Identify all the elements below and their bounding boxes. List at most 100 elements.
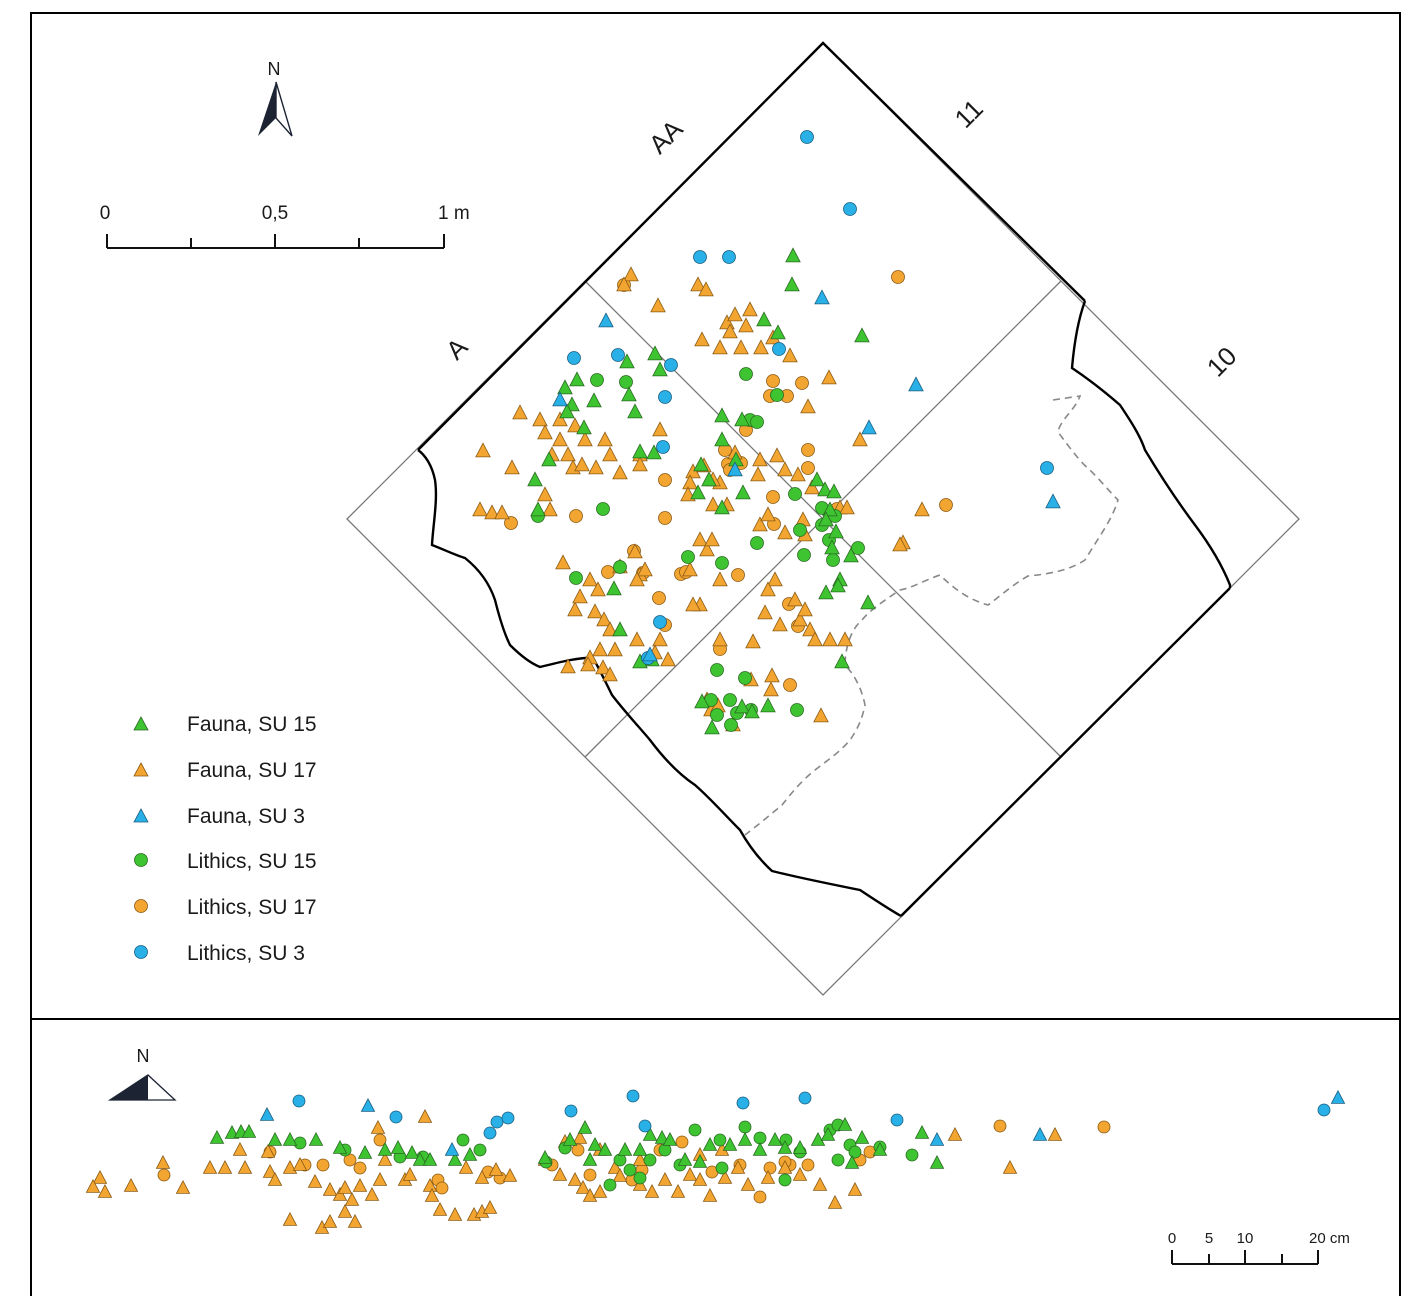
find-point-lithics-su-17: [753, 1190, 767, 1204]
find-point-fauna-su-17: [790, 466, 806, 482]
find-point-lithics-su-15: [723, 693, 737, 707]
find-point-lithics-su-3: [1317, 1103, 1331, 1117]
find-point-fauna-su-15: [809, 471, 825, 487]
find-point-fauna-su-17: [704, 531, 720, 547]
plan-find-points: [472, 130, 1061, 735]
legend-item: Lithics, SU 3: [134, 942, 305, 965]
find-point-lithics-su-3: [1040, 461, 1054, 475]
find-point-fauna-su-15: [390, 1139, 406, 1154]
find-point-lithics-su-15: [715, 556, 729, 570]
find-point-fauna-su-15: [824, 539, 840, 555]
find-point-fauna-su-15: [854, 327, 870, 343]
find-point-fauna-su-17: [332, 1186, 348, 1201]
find-point-fauna-su-17: [812, 1176, 828, 1191]
find-point-fauna-su-17: [552, 1166, 568, 1181]
find-point-fauna-su-17: [607, 1159, 623, 1174]
legend-item: Fauna, SU 15: [133, 713, 317, 736]
find-point-fauna-su-3: [908, 376, 924, 392]
find-point-lithics-su-15: [590, 373, 604, 387]
find-point-fauna-su-17: [588, 459, 604, 475]
find-point-fauna-su-17: [602, 446, 618, 462]
find-point-fauna-su-15: [582, 1151, 598, 1166]
find-point-fauna-su-17: [575, 1179, 591, 1194]
find-point-fauna-su-15: [830, 577, 846, 593]
find-point-fauna-su-17: [760, 581, 776, 597]
find-point-fauna-su-17: [555, 554, 571, 570]
find-point-fauna-su-17: [827, 1194, 843, 1209]
find-point-lithics-su-15: [750, 536, 764, 550]
find-point-fauna-su-17: [587, 603, 603, 619]
find-point-fauna-su-17: [402, 1166, 418, 1181]
find-point-fauna-su-17: [637, 561, 653, 577]
plan-scale-bar: 0 0,5 1 m: [100, 203, 470, 249]
find-point-fauna-su-3: [1045, 493, 1061, 509]
find-point-fauna-su-17: [292, 1156, 308, 1171]
find-point-fauna-su-17: [552, 431, 568, 447]
find-point-fauna-su-15: [530, 501, 546, 517]
find-point-lithics-su-15: [623, 1163, 637, 1177]
find-point-fauna-su-17: [424, 1187, 440, 1202]
find-point-lithics-su-3: [722, 250, 736, 264]
find-point-lithics-su-15: [739, 367, 753, 381]
find-point-lithics-su-15: [738, 671, 752, 685]
find-point-fauna-su-17: [123, 1177, 139, 1192]
find-point-lithics-su-17: [795, 376, 809, 390]
find-point-fauna-su-17: [652, 421, 668, 437]
find-point-fauna-su-15: [541, 451, 557, 467]
legend-item: Fauna, SU 3: [133, 805, 305, 828]
north-arrow-light-half: [275, 81, 293, 137]
find-point-fauna-su-15: [606, 580, 622, 596]
find-point-fauna-su-15: [619, 353, 635, 369]
find-point-fauna-su-15: [860, 594, 876, 610]
find-point-fauna-su-15: [828, 523, 844, 539]
find-point-fauna-su-17: [772, 616, 788, 632]
find-point-fauna-su-17: [822, 631, 838, 647]
grid-label-aa: AA: [643, 113, 689, 159]
find-point-fauna-su-17: [670, 1183, 686, 1198]
find-point-fauna-su-17: [767, 571, 783, 587]
find-point-fauna-su-17: [572, 588, 588, 604]
find-point-fauna-su-3: [814, 289, 830, 305]
find-point-fauna-su-15: [569, 371, 585, 387]
find-point-lithics-su-3: [843, 202, 857, 216]
find-point-lithics-su-3: [292, 1094, 306, 1108]
find-point-fauna-su-15: [652, 361, 668, 377]
scale-label-0: 0: [100, 203, 111, 224]
legend-label: Lithics, SU 15: [187, 850, 317, 873]
find-point-fauna-su-3: [929, 1131, 945, 1146]
find-point-fauna-su-17: [580, 656, 596, 672]
find-point-lithics-su-3: [490, 1115, 504, 1129]
find-point-fauna-su-17: [777, 461, 793, 477]
find-point-lithics-su-15: [643, 1153, 657, 1167]
legend-label: Fauna, SU 15: [187, 713, 317, 736]
find-point-fauna-su-17: [370, 1119, 386, 1134]
find-point-fauna-su-17: [1047, 1126, 1063, 1141]
find-point-fauna-su-15: [527, 471, 543, 487]
find-point-fauna-su-17: [657, 1171, 673, 1186]
legend-item: Lithics, SU 17: [134, 896, 317, 919]
find-point-fauna-su-17: [692, 531, 708, 547]
find-point-lithics-su-15: [710, 663, 724, 677]
find-point-lithics-su-15: [797, 548, 811, 562]
find-point-lithics-su-15: [788, 487, 802, 501]
find-point-fauna-su-15: [777, 1139, 793, 1154]
find-point-fauna-su-17: [602, 621, 618, 637]
find-point-lithics-su-15: [793, 523, 807, 537]
find-point-fauna-su-17: [682, 561, 698, 577]
grid-label-a: A: [440, 331, 474, 365]
find-point-fauna-su-17: [582, 1187, 598, 1202]
find-point-lithics-su-17: [504, 516, 518, 530]
find-point-fauna-su-17: [474, 1169, 490, 1184]
north-arrow-dark-half: [258, 82, 276, 136]
find-point-fauna-su-3: [552, 391, 568, 407]
find-point-fauna-su-17: [837, 631, 853, 647]
find-point-fauna-su-17: [660, 651, 676, 667]
find-point-fauna-su-17: [322, 1181, 338, 1196]
find-point-fauna-su-15: [843, 547, 859, 563]
find-point-fauna-su-17: [777, 524, 793, 540]
find-point-fauna-su-17: [282, 1211, 298, 1226]
find-point-fauna-su-17: [763, 681, 779, 697]
find-point-fauna-su-15: [737, 1131, 753, 1146]
find-point-fauna-su-17: [692, 1171, 708, 1186]
boundary-north-edges: [417, 41, 1086, 451]
